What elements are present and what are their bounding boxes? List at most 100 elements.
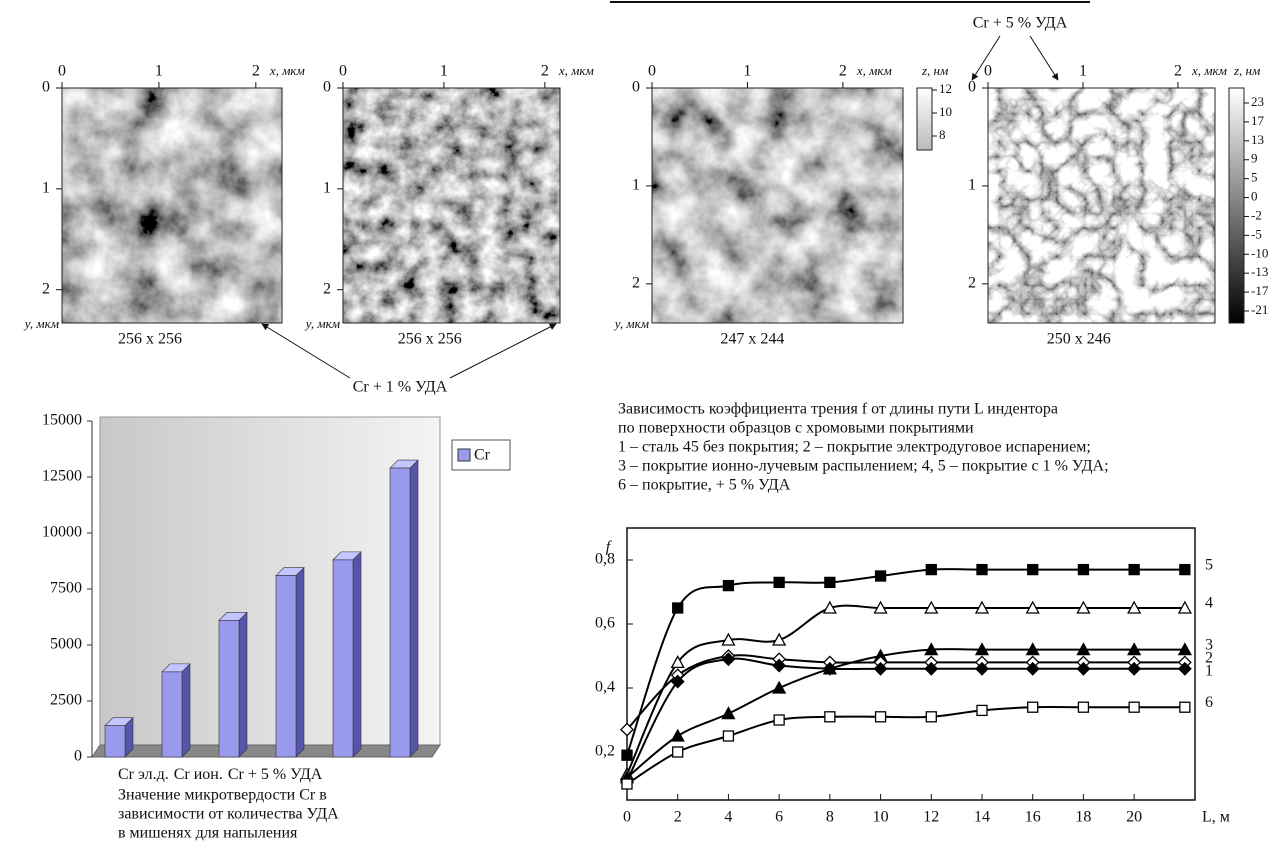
marker	[772, 632, 787, 646]
colorbar-tick-label: -13	[1251, 264, 1268, 279]
marker	[974, 642, 990, 656]
annotation: Cr + 1 % УДА	[353, 379, 448, 396]
y-tick-label: 0,4	[595, 679, 615, 696]
x-tick-label: 20	[1126, 809, 1142, 826]
marker	[721, 652, 736, 667]
x-tick-label: 2	[541, 63, 549, 80]
y-tick-label: 2	[323, 280, 331, 297]
arrow	[261, 323, 351, 379]
series-line	[626, 657, 1185, 782]
x-axis-label: x, мкм	[1191, 63, 1227, 78]
colorbar-tick-label: 23	[1251, 94, 1264, 109]
x-tick-label: Cr эл.д.	[118, 766, 169, 783]
y-tick-label: 7500	[50, 580, 82, 597]
marker	[1027, 701, 1039, 713]
colorbar-tick-label: -5	[1251, 226, 1262, 241]
series-label: 5	[1205, 556, 1213, 573]
colorbar-tick-label: 12	[939, 81, 952, 96]
marker	[975, 661, 989, 676]
x-tick-label: 16	[1025, 809, 1041, 826]
marker	[772, 658, 787, 673]
marker	[1076, 600, 1091, 614]
x-tick-label: 2	[252, 63, 260, 80]
y-tick-label: 5000	[50, 636, 82, 653]
bar	[332, 559, 354, 758]
y-tick-label: 2	[968, 275, 976, 292]
afm-frame	[987, 87, 1216, 324]
afm-frame	[61, 87, 283, 324]
marker	[873, 600, 888, 614]
y-tick-label: 12500	[42, 468, 82, 485]
marker	[670, 728, 685, 742]
marker	[621, 778, 633, 790]
marker	[873, 661, 888, 676]
y-tick-label: 1	[968, 177, 976, 194]
afm-frame	[651, 87, 904, 324]
series-line	[626, 604, 1185, 775]
colorbar-tick-label: 8	[939, 127, 946, 142]
colorbar-tick-label: -2	[1251, 207, 1262, 222]
y-tick-label: 0	[632, 79, 640, 96]
chart-caption: 3 – покрытие ионно-лучевым распылением; …	[618, 458, 1109, 475]
bar	[275, 575, 297, 758]
marker	[773, 576, 785, 589]
marker	[721, 632, 736, 646]
back-wall	[99, 416, 441, 746]
marker	[670, 655, 685, 669]
bar-side	[295, 566, 305, 758]
afm-image	[62, 88, 282, 323]
chart-caption: Зависимость коэффициента трения f от дли…	[618, 401, 1058, 418]
series-line	[626, 654, 1185, 731]
plot-frame	[626, 527, 1196, 801]
x-tick-label: 14	[974, 809, 990, 826]
marker	[773, 714, 785, 726]
bar-side	[352, 551, 362, 758]
afm-caption: 247 x 244	[720, 331, 784, 348]
y-tick-label: 1	[323, 180, 331, 197]
marker	[822, 600, 837, 614]
marker	[874, 711, 887, 723]
y-axis-label: y, мкм	[304, 316, 340, 331]
y-tick-label: 0	[323, 79, 331, 96]
x-tick-label: 2	[1174, 63, 1182, 80]
marker	[925, 711, 937, 723]
colorbar-tick-label: 13	[1251, 132, 1264, 147]
bar	[104, 725, 126, 758]
series-label: 4	[1205, 595, 1213, 612]
x-tick-label: 8	[826, 809, 834, 826]
legend-label: Cr	[474, 447, 491, 464]
x-axis-label: x, мкм	[558, 63, 594, 78]
marker	[1127, 661, 1142, 676]
colorbar-tick-label: -21	[1251, 302, 1268, 317]
marker	[672, 602, 684, 614]
y-tick-label: 0	[74, 748, 82, 765]
marker	[1027, 563, 1039, 576]
colorbar-tick-label: 0	[1251, 189, 1258, 204]
chart-caption: 6 – покрытие, + 5 % УДА	[618, 477, 791, 494]
marker	[1177, 661, 1192, 676]
bar	[389, 467, 411, 758]
y-tick-label: 2500	[50, 692, 82, 709]
y-tick-label: 0,8	[595, 551, 615, 568]
colorbar-tick-label: 9	[1251, 151, 1258, 166]
x-tick-label: 6	[775, 809, 783, 826]
colorbar-tick-label: 17	[1251, 113, 1265, 128]
series-label: 6	[1205, 694, 1213, 711]
x-tick-label: 0	[58, 63, 66, 80]
y-tick-label: 0	[42, 79, 50, 96]
y-tick-label: 0,6	[595, 615, 615, 632]
bar	[218, 620, 240, 758]
marker	[1177, 642, 1192, 656]
colorbar-tick-label: 5	[1251, 170, 1258, 185]
colorbar-label: z, нм	[1233, 63, 1260, 78]
x-tick-label: 10	[873, 809, 889, 826]
arrow	[971, 35, 1001, 81]
marker	[1127, 642, 1142, 656]
series-line	[626, 705, 1185, 785]
x-tick-labels: Cr эл.д. Cr ион. Cr + 5 % УДА	[118, 766, 323, 783]
y-tick-label: 0	[968, 79, 976, 96]
marker	[1127, 600, 1142, 614]
marker	[1076, 661, 1091, 676]
bar-side	[181, 663, 191, 758]
